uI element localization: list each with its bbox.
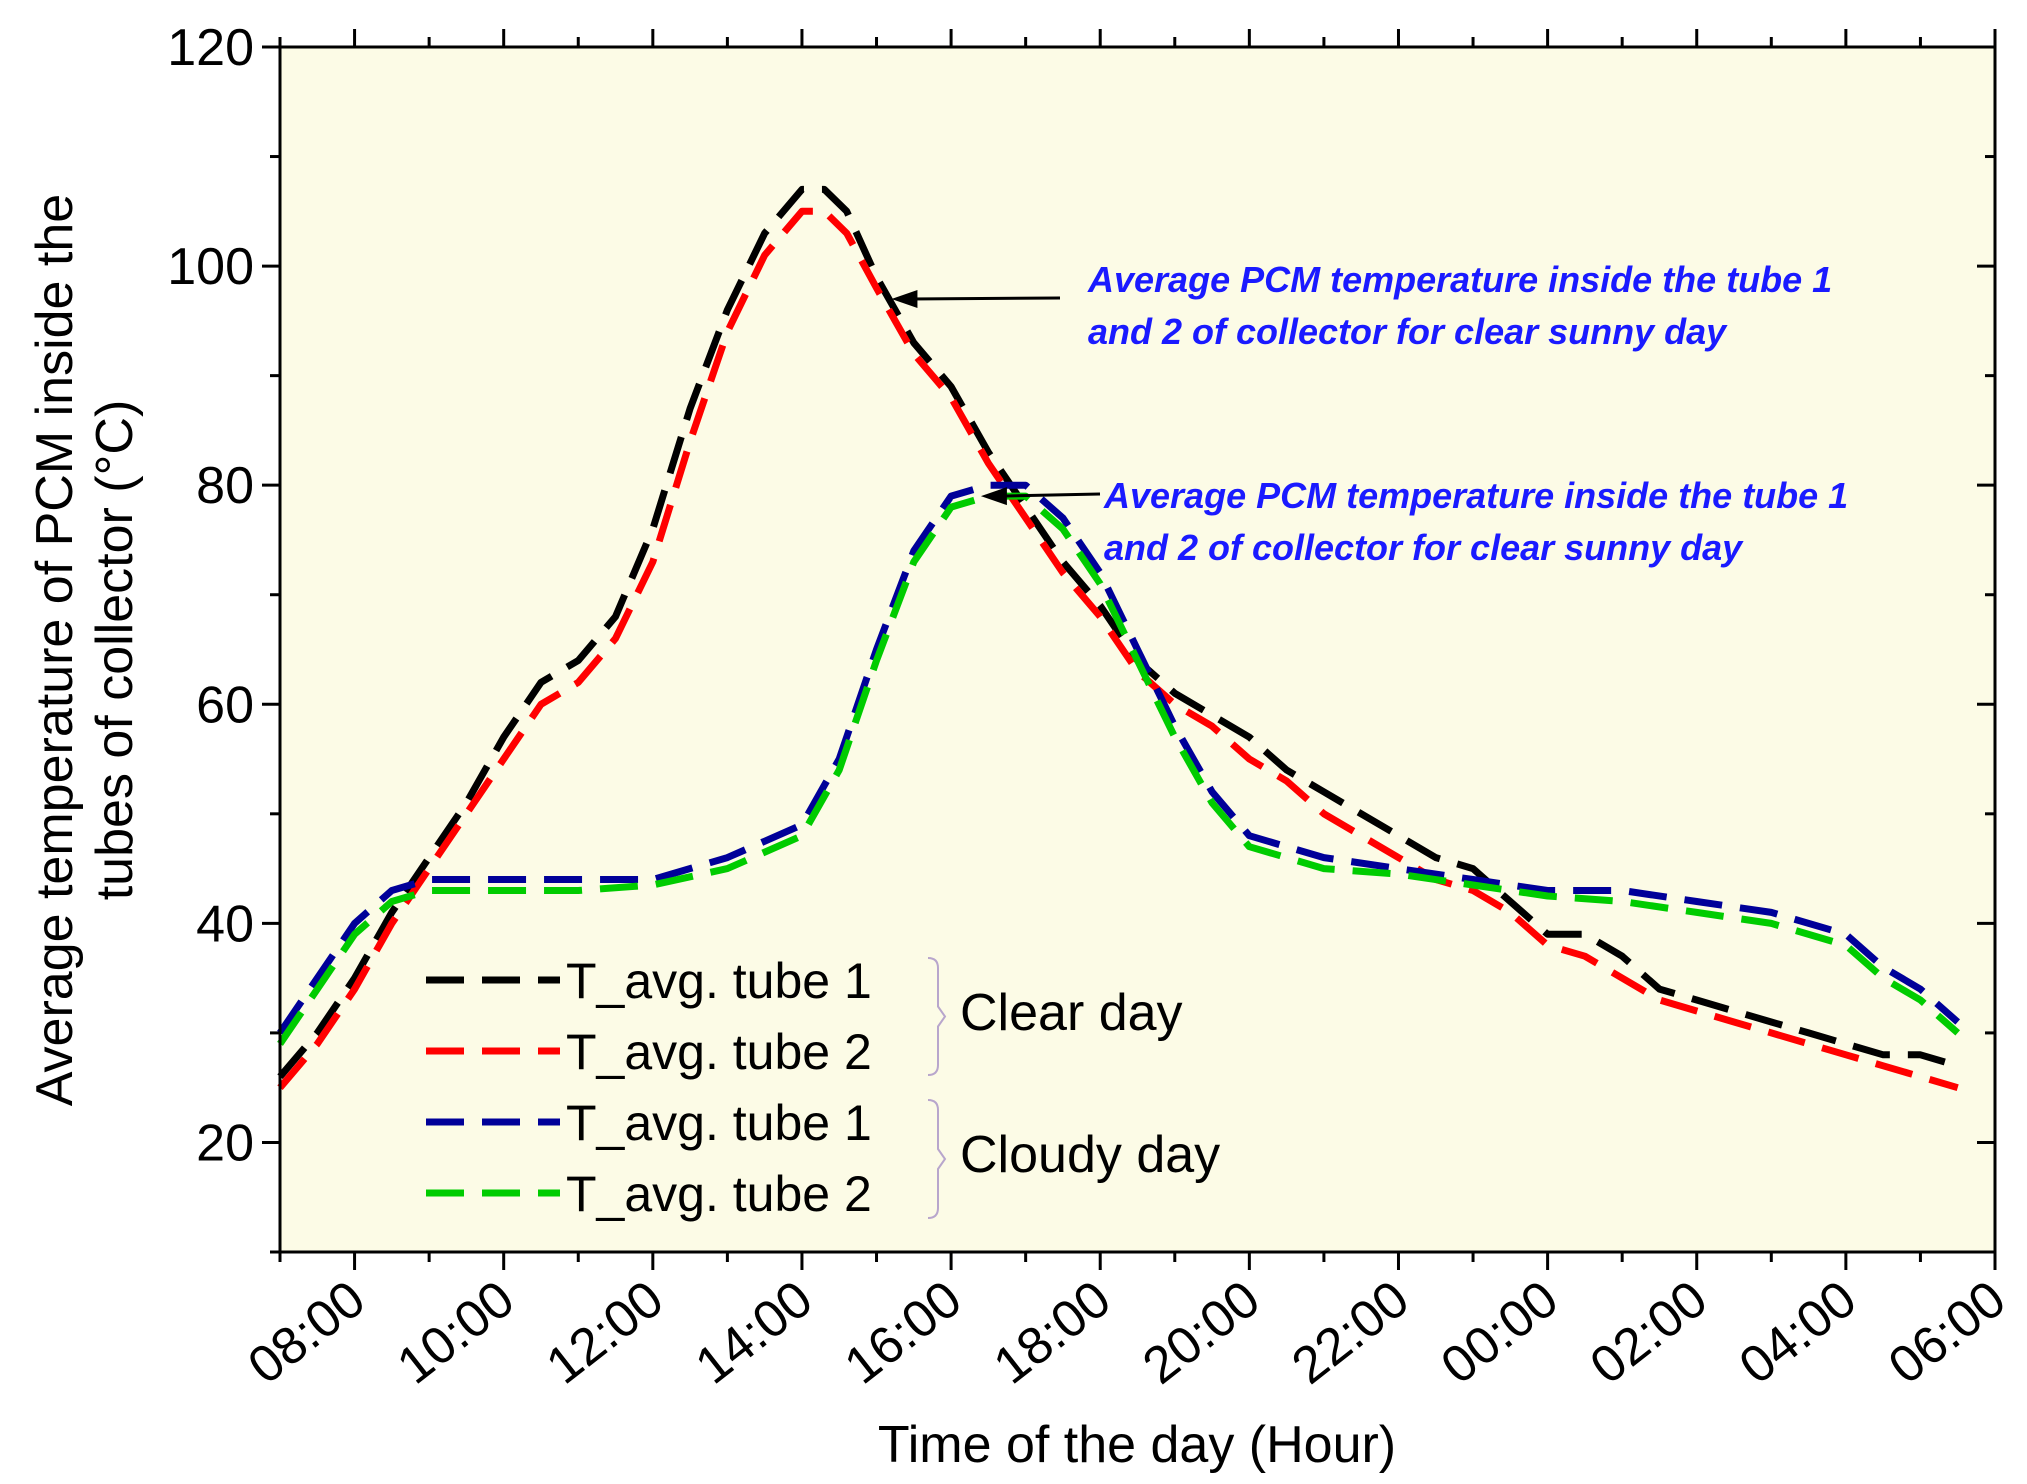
- annotations: Average PCM temperature inside the tube …: [891, 259, 1848, 568]
- y-tick-label: 120: [167, 19, 254, 77]
- y-tick-label: 80: [196, 457, 254, 515]
- x-tick-label: 18:00: [983, 1270, 1121, 1396]
- annotation-2-line1: Average PCM temperature inside the tube …: [1103, 475, 1848, 516]
- legend-label: T_avg. tube 1: [566, 1095, 872, 1151]
- annotation-arrowhead-1: [891, 289, 918, 308]
- x-tick-label: 10:00: [387, 1270, 525, 1396]
- x-tick-label: 02:00: [1580, 1270, 1718, 1396]
- annotation-arrowhead-2: [980, 487, 1007, 506]
- legend-label: T_avg. tube 1: [566, 953, 872, 1009]
- x-tick-label: 06:00: [1878, 1270, 2016, 1396]
- annotation-arrow-1: [909, 296, 1061, 301]
- y-tick-label: 60: [196, 676, 254, 734]
- axis-ticks: [262, 29, 1997, 1270]
- legend-group-clear-day: Clear day: [960, 984, 1183, 1042]
- series-line-2: [277, 207, 1959, 1092]
- y-tick-label: 100: [167, 238, 254, 296]
- x-axis-title: Time of the day (Hour): [878, 1416, 1396, 1474]
- x-tick-label: 04:00: [1729, 1270, 1867, 1396]
- legend-group-brace: [927, 1099, 947, 1219]
- y-tick-label: 20: [196, 1114, 254, 1172]
- annotation-2-line2: and 2 of collector for clear sunny day: [1104, 527, 1744, 568]
- legend-label: T_avg. tube 2: [566, 1024, 872, 1080]
- legend-group-brace: [927, 957, 947, 1076]
- y-axis-title-line2: tubes of collector (°C): [86, 400, 144, 901]
- x-tick-label: 14:00: [685, 1270, 823, 1396]
- legend-group-cloudy-day: Cloudy day: [960, 1126, 1220, 1184]
- x-tick-label: 08:00: [238, 1270, 376, 1396]
- legend: T_avg. tube 1 T_avg. tube 2 T_avg. tube 1 T…: [426, 953, 1220, 1222]
- series-line-1: [277, 185, 1959, 1079]
- y-tick-label: 40: [196, 895, 254, 953]
- plot-frame: [278, 45, 1997, 1254]
- annotation-1-line1: Average PCM temperature inside the tube …: [1087, 259, 1832, 300]
- annotation-arrow-2: [998, 492, 1101, 498]
- legend-label: T_avg. tube 2: [566, 1166, 872, 1222]
- annotation-1-line2: and 2 of collector for clear sunny day: [1088, 311, 1728, 352]
- x-tick-label: 12:00: [536, 1270, 674, 1396]
- x-tick-label: 00:00: [1431, 1270, 1569, 1396]
- x-tick-label: 20:00: [1132, 1270, 1270, 1396]
- series-layer: [277, 185, 1961, 1092]
- x-tick-label: 22:00: [1282, 1270, 1420, 1396]
- series-line-3: [277, 481, 1961, 1035]
- series-line-4: [277, 492, 1961, 1046]
- y-axis-title-line1: Average temperature of PCM inside the: [26, 194, 84, 1106]
- x-tick-label: 16:00: [834, 1270, 972, 1396]
